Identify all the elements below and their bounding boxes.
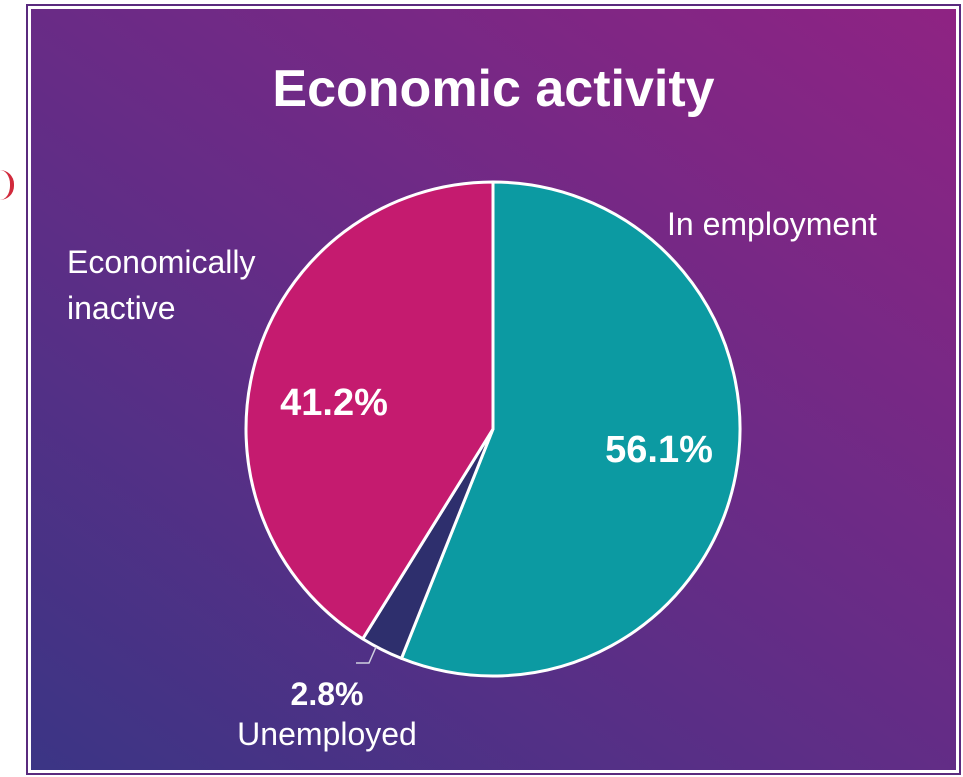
slice-in-employment <box>399 180 742 678</box>
edge-decoration <box>0 170 14 200</box>
value-label-inactive: 41.2% <box>280 382 388 424</box>
label-in-employment: In employment <box>667 206 877 242</box>
label-economically: Economically <box>67 244 256 280</box>
chart-title: Economic activity <box>272 60 715 118</box>
label-inactive: inactive <box>67 290 176 326</box>
label-unemployed: Unemployed <box>237 716 417 752</box>
slice-economically-inactive <box>244 180 495 641</box>
value-label-unemployed: 2.8% <box>291 676 364 712</box>
unemployed-leader-line <box>356 646 377 664</box>
value-label-employment: 56.1% <box>605 429 713 471</box>
pie-chart: In employment Economically inactive Unem… <box>67 180 877 752</box>
chart-panel: Economic activity In employment Economic… <box>28 6 959 773</box>
pie-slices <box>244 180 742 678</box>
